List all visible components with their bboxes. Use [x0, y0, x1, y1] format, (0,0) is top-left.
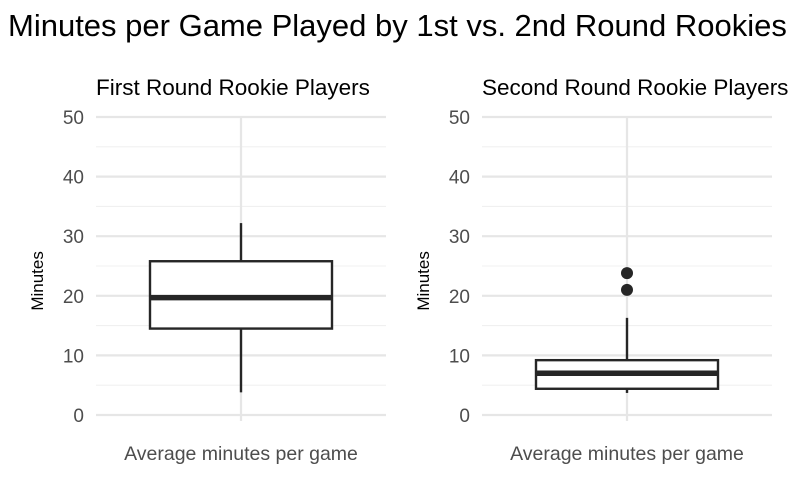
chart-title: Minutes per Game Played by 1st vs. 2nd R…	[8, 8, 787, 43]
panel-2-y-tick-label: 40	[449, 168, 470, 189]
panel-2-outlier-point	[621, 267, 633, 280]
panel-2-y-tick-label: 20	[449, 287, 470, 308]
panel-1-y-tick-label: 20	[63, 287, 84, 308]
panel-2-y-tick-label: 10	[449, 346, 470, 367]
panel-2-x-category-label: Average minutes per game	[510, 443, 744, 465]
panel-1-y-tick-label: 0	[73, 406, 84, 427]
panel-2-y-tick-label: 0	[459, 406, 470, 427]
panel-1-x-category-label: Average minutes per game	[124, 443, 358, 465]
panel-1-title: First Round Rookie Players	[96, 75, 370, 100]
panel-2-y-tick-label: 50	[449, 108, 470, 129]
panel-2-y-axis-label: Minutes	[414, 251, 433, 311]
panel-1-y-tick-label: 10	[63, 346, 84, 367]
panel-1-y-axis-label: Minutes	[28, 251, 47, 311]
panel-1-y-tick-label: 40	[63, 168, 84, 189]
panel-2-outlier-point	[621, 283, 633, 296]
panel-2-title: Second Round Rookie Players	[482, 75, 788, 100]
panel-1-y-tick-label: 30	[63, 227, 84, 248]
panel-1-y-tick-label: 50	[63, 108, 84, 129]
panel-2-y-tick-label: 30	[449, 227, 470, 248]
